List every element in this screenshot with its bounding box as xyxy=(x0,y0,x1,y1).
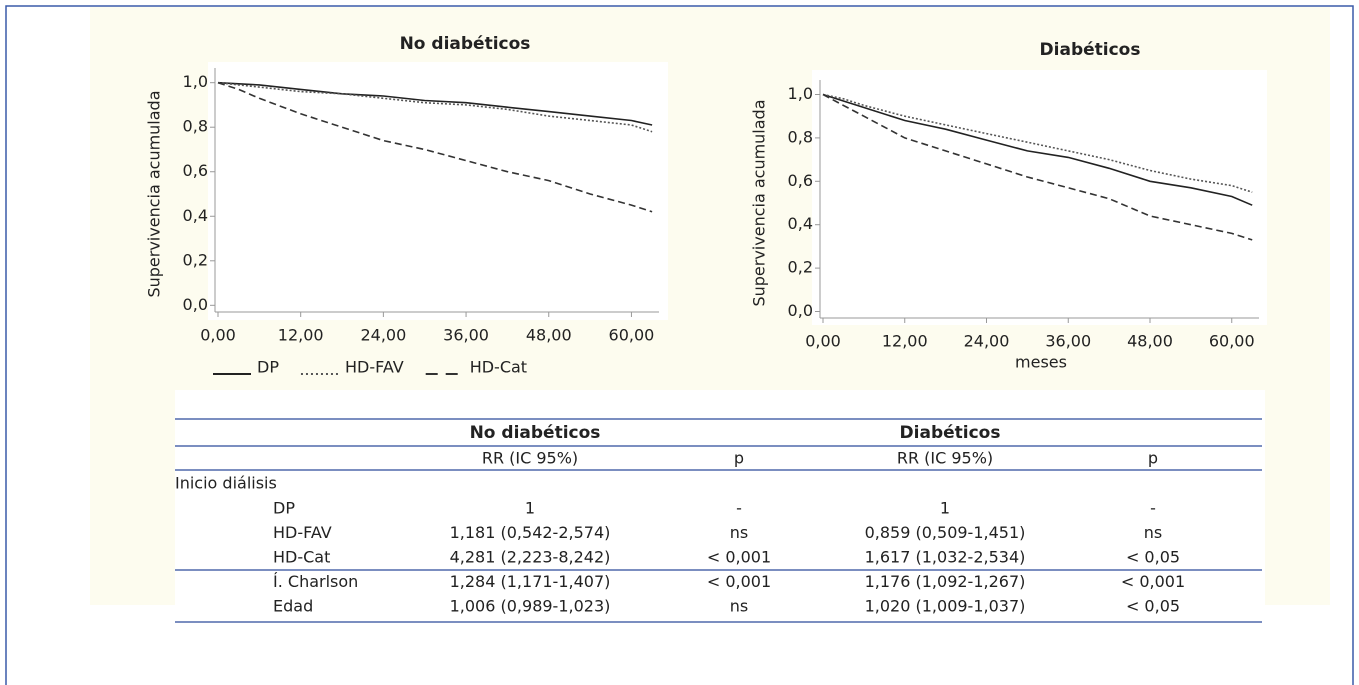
survival-line xyxy=(217,81,653,133)
survival-line xyxy=(217,81,653,213)
row-label: HD-FAV xyxy=(273,523,332,542)
y-tick-label: 0,0 xyxy=(788,301,813,320)
frame xyxy=(5,5,1354,685)
plot-bg xyxy=(208,62,668,320)
sub-header: p xyxy=(1148,449,1158,468)
cell: ns xyxy=(730,597,748,616)
x-axis-label: meses xyxy=(1015,353,1067,372)
legend-label: DP xyxy=(257,358,279,377)
cell: - xyxy=(1150,499,1156,518)
y-tick-label: 0,2 xyxy=(183,250,208,269)
chart-title: No diabéticos xyxy=(400,34,531,54)
x-tick-label: 36,00 xyxy=(443,326,489,345)
cell: 1,176 (1,092-1,267) xyxy=(865,572,1026,591)
y-axis-label: Supervivencia acumulada xyxy=(145,90,164,297)
legend-label: HD-FAV xyxy=(345,358,404,377)
y-tick-label: 1,0 xyxy=(788,84,813,103)
group-header: No diabéticos xyxy=(470,423,601,443)
cell: - xyxy=(736,499,742,518)
x-tick-label: 12,00 xyxy=(882,332,928,351)
y-axis-label: Supervivencia acumulada xyxy=(750,99,769,306)
survival-line xyxy=(822,93,1253,193)
x-tick-label: 48,00 xyxy=(526,326,572,345)
sub-header: RR (IC 95%) xyxy=(897,449,993,468)
cell: 1,020 (1,009-1,037) xyxy=(865,597,1026,616)
y-tick-label: 1,0 xyxy=(183,72,208,91)
sub-header: RR (IC 95%) xyxy=(482,449,578,468)
cell: 1,006 (0,989-1,023) xyxy=(450,597,611,616)
cell: < 0,001 xyxy=(1121,572,1185,591)
y-tick-label: 0,8 xyxy=(183,117,208,136)
x-tick-label: 60,00 xyxy=(609,326,655,345)
x-tick-label: 24,00 xyxy=(964,332,1010,351)
legend-label: HD-Cat xyxy=(470,358,527,377)
x-tick-label: 12,00 xyxy=(278,326,324,345)
row-label: Í. Charlson xyxy=(273,572,358,591)
survival-line xyxy=(822,93,1253,241)
table-bg xyxy=(175,390,1265,685)
cell: < 0,001 xyxy=(707,572,771,591)
y-tick-label: 0,4 xyxy=(788,214,813,233)
cell: ns xyxy=(730,523,748,542)
cell: 1,284 (1,171-1,407) xyxy=(450,572,611,591)
y-tick-label: 0,8 xyxy=(788,127,813,146)
y-tick-label: 0,4 xyxy=(183,206,208,225)
cell: < 0,05 xyxy=(1126,597,1180,616)
cell: ns xyxy=(1144,523,1162,542)
survival-line xyxy=(822,93,1253,206)
cell: 1 xyxy=(525,499,535,518)
y-tick-label: 0,2 xyxy=(788,258,813,277)
sub-header: p xyxy=(734,449,744,468)
cell: 1,617 (1,032-2,534) xyxy=(865,548,1026,567)
x-tick-label: 0,00 xyxy=(805,332,841,351)
plot-bg xyxy=(812,70,1267,325)
x-tick-label: 60,00 xyxy=(1209,332,1255,351)
y-tick-label: 0,0 xyxy=(183,295,208,314)
x-tick-label: 24,00 xyxy=(360,326,406,345)
row-label: HD-Cat xyxy=(273,548,330,567)
cell: < 0,001 xyxy=(707,548,771,567)
y-tick-label: 0,6 xyxy=(788,171,813,190)
cell: 1 xyxy=(940,499,950,518)
cell: 1,181 (0,542-2,574) xyxy=(450,523,611,542)
x-tick-label: 48,00 xyxy=(1127,332,1173,351)
cell: 0,859 (0,509-1,451) xyxy=(865,523,1026,542)
y-tick-label: 0,6 xyxy=(183,161,208,180)
group-header: Diabéticos xyxy=(900,423,1001,443)
x-tick-label: 0,00 xyxy=(200,326,236,345)
cell: < 0,05 xyxy=(1126,548,1180,567)
row-label: Edad xyxy=(273,597,313,616)
section-label: Inicio diálisis xyxy=(175,474,277,493)
chart-title: Diabéticos xyxy=(1040,40,1141,60)
survival-line xyxy=(217,81,653,126)
cell: 4,281 (2,223-8,242) xyxy=(450,548,611,567)
x-tick-label: 36,00 xyxy=(1045,332,1091,351)
row-label: DP xyxy=(273,499,295,518)
